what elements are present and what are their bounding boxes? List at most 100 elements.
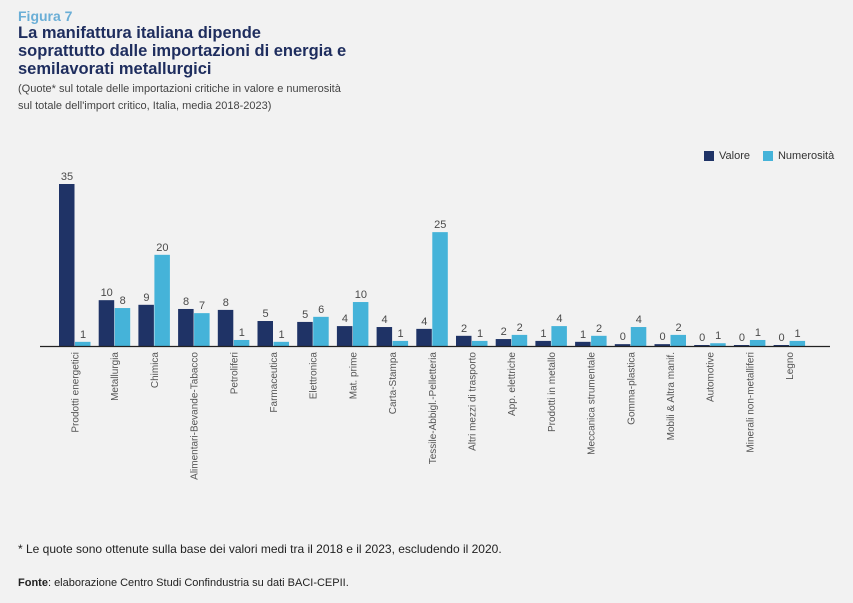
bar-numerosita — [630, 327, 647, 346]
bar-numerosita — [154, 254, 170, 346]
data-label-numerosita: 2 — [517, 322, 523, 334]
data-label-valore: 0 — [620, 331, 626, 343]
bar-numerosita — [273, 341, 289, 346]
bar-valore — [59, 184, 75, 346]
bar-numerosita — [591, 335, 607, 346]
bar-valore — [694, 345, 710, 346]
data-label-numerosita: 8 — [120, 295, 126, 307]
bar-valore — [138, 304, 154, 346]
bar-valore — [217, 309, 234, 346]
data-label-valore: 10 — [101, 287, 113, 299]
data-label-valore: 2 — [461, 323, 467, 335]
x-tick-label: Mat. prime — [348, 352, 359, 400]
bar-valore — [456, 335, 472, 346]
data-label-numerosita: 1 — [755, 327, 761, 339]
data-label-numerosita: 1 — [278, 329, 284, 341]
data-label-numerosita: 2 — [675, 322, 681, 334]
figure-label: Figura 7 — [18, 8, 73, 24]
x-tick-label: Elettronica — [309, 352, 320, 400]
bar-valore — [257, 321, 273, 346]
x-tick-label: Carta-Stampa — [388, 352, 399, 415]
chart-subtitle: (Quote* sul totale delle importazioni cr… — [18, 83, 341, 112]
source-label: Fonte — [18, 577, 48, 589]
bar-numerosita — [392, 340, 409, 346]
data-label-valore: 8 — [223, 297, 229, 309]
bar-valore — [733, 345, 750, 346]
bar-valore — [614, 344, 631, 346]
bar-valore — [495, 339, 512, 346]
data-label-valore: 0 — [659, 331, 665, 343]
x-tick-label: Petroliferi — [229, 352, 240, 394]
x-tick-label: Farmaceutica — [269, 352, 280, 413]
x-tick-label: Alimentari-Bevande-Tabacco — [190, 352, 201, 480]
data-label-valore: 4 — [421, 316, 427, 328]
x-tick-label: Metallurgia — [110, 352, 121, 401]
bar-valore — [336, 326, 353, 346]
data-label-valore: 5 — [262, 308, 268, 320]
x-tick-label: Legno — [785, 352, 796, 380]
data-label-numerosita: 4 — [636, 314, 642, 326]
data-label-numerosita: 4 — [556, 313, 562, 325]
data-label-numerosita: 1 — [715, 330, 721, 342]
bar-numerosita — [710, 343, 726, 346]
data-label-valore: 4 — [382, 314, 388, 326]
legend-swatch-valore — [704, 151, 714, 161]
legend-label-valore: Valore — [719, 150, 750, 162]
x-tick-label: Altri mezzi di trasporto — [468, 352, 479, 451]
data-label-numerosita: 7 — [199, 300, 205, 312]
bar-valore — [535, 340, 551, 346]
bar-valore — [376, 327, 393, 346]
bar-valore — [416, 328, 432, 346]
bar-numerosita — [670, 334, 686, 346]
bar-valore — [773, 345, 790, 346]
bar-numerosita — [432, 232, 448, 346]
data-label-valore: 0 — [699, 332, 705, 344]
data-label-valore: 9 — [143, 292, 149, 304]
data-label-numerosita: 25 — [434, 219, 446, 231]
data-label-numerosita: 20 — [156, 242, 168, 254]
bar-numerosita — [75, 341, 91, 346]
x-tick-label: Chimica — [150, 352, 161, 389]
bar-numerosita — [551, 326, 567, 346]
bar-valore — [98, 300, 115, 346]
bar-valore — [297, 321, 313, 346]
x-tick-label: Tessile-Abbigl.-Pelletteria — [428, 352, 439, 465]
data-label-numerosita: 1 — [239, 327, 245, 339]
bar-valore — [575, 341, 591, 346]
bar-numerosita — [352, 302, 369, 346]
bar-numerosita — [789, 340, 806, 346]
source-note: Fonte: elaborazione Centro Studi Confind… — [18, 577, 349, 589]
data-label-valore: 1 — [540, 328, 546, 340]
data-label-numerosita: 1 — [477, 328, 483, 340]
bar-valore — [178, 308, 194, 346]
bar-numerosita — [114, 308, 131, 346]
x-tick-label: Meccanica strumentale — [587, 352, 598, 455]
x-tick-label: App. elettriche — [507, 352, 518, 416]
data-label-numerosita: 1 — [80, 329, 86, 341]
data-label-valore: 8 — [183, 296, 189, 308]
data-label-numerosita: 10 — [355, 289, 367, 301]
data-label-numerosita: 1 — [795, 328, 801, 340]
x-tick-label: Automotive — [706, 352, 717, 402]
bar-numerosita — [472, 340, 488, 346]
data-label-valore: 5 — [302, 309, 308, 321]
data-label-valore: 0 — [779, 332, 785, 344]
data-label-valore: 0 — [739, 332, 745, 344]
legend-label-numerosita: Numerosità — [777, 150, 835, 162]
data-label-valore: 2 — [501, 326, 507, 338]
x-tick-label: Gomma-plastica — [626, 352, 637, 425]
bar-valore — [654, 344, 670, 346]
data-label-numerosita: 6 — [318, 304, 324, 316]
x-tick-label: Minerali non-metalliferi — [745, 352, 756, 453]
legend: Valore Numerosità — [704, 150, 834, 162]
bar-numerosita — [511, 334, 528, 346]
footnote: * Le quote sono ottenute sulla base dei … — [18, 542, 502, 556]
data-label-numerosita: 1 — [398, 328, 404, 340]
bar-numerosita — [749, 339, 766, 346]
data-label-valore: 35 — [61, 171, 73, 183]
data-label-valore: 4 — [342, 313, 348, 325]
data-label-valore: 1 — [580, 329, 586, 341]
bar-numerosita — [233, 339, 250, 346]
source-text: : elaborazione Centro Studi Confindustri… — [47, 577, 349, 589]
